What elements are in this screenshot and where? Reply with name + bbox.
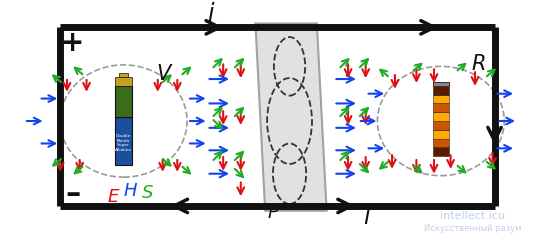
Polygon shape — [255, 23, 327, 211]
Text: +: + — [61, 29, 85, 57]
Text: Искусственный разум: Искусственный разум — [424, 224, 522, 233]
Bar — [119, 73, 128, 77]
Bar — [433, 95, 449, 103]
Text: intellect.icu: intellect.icu — [441, 211, 506, 221]
Bar — [433, 103, 449, 112]
Bar — [433, 121, 449, 130]
Bar — [433, 130, 449, 139]
Text: $R$: $R$ — [470, 54, 485, 74]
Text: $E$: $E$ — [107, 188, 120, 206]
Text: –: – — [65, 179, 80, 208]
Text: $S$: $S$ — [140, 184, 153, 202]
Text: $i$: $i$ — [207, 2, 216, 26]
Text: $'P$: $'P$ — [263, 203, 280, 222]
Text: $i$: $i$ — [363, 205, 372, 229]
Bar — [115, 117, 132, 165]
Text: $H$: $H$ — [123, 182, 138, 200]
Bar — [433, 86, 449, 95]
Bar — [433, 147, 449, 156]
Bar — [433, 82, 449, 86]
Text: $V$: $V$ — [156, 64, 173, 84]
Bar — [433, 112, 449, 121]
Bar — [115, 86, 132, 117]
Bar — [433, 82, 449, 86]
Bar — [433, 139, 449, 147]
Bar — [115, 77, 132, 86]
Text: Double
Panda
Super
Alkaline: Double Panda Super Alkaline — [115, 134, 132, 152]
